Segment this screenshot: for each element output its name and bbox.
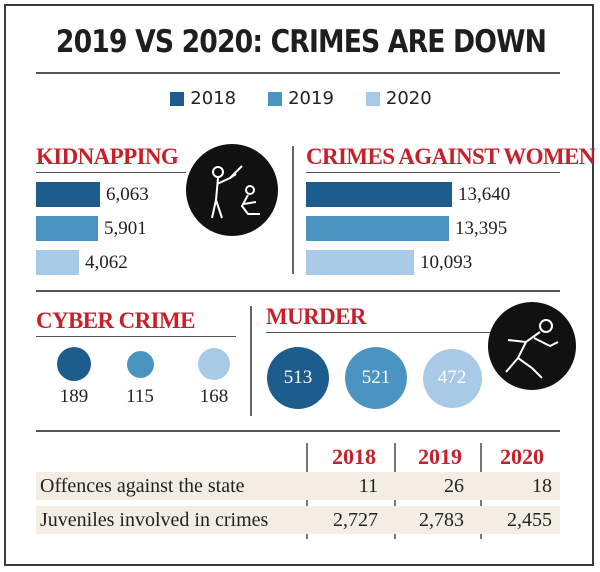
table-cell: 18	[532, 475, 552, 497]
women-bar-2020	[306, 250, 414, 275]
legend-item-2018: 2018	[170, 88, 236, 109]
women-bar-label: 13,640	[458, 184, 511, 205]
cyber-title: CYBER CRIME	[36, 308, 195, 333]
cyber-circle-2018	[57, 347, 91, 381]
murder-circle-2020: 472	[422, 348, 482, 408]
page-title: 2019 VS 2020: CRIMES ARE DOWN	[55, 24, 547, 60]
women-bar-2018	[306, 182, 452, 207]
cyber-circle-2019	[126, 350, 154, 378]
table-cell: 2,455	[507, 509, 552, 531]
women-bar-label: 10,093	[420, 252, 473, 273]
kidnapping-bar-label: 6,063	[106, 184, 149, 205]
murder-underline	[266, 332, 490, 333]
women-bar-2019	[306, 216, 449, 241]
murder-circle-2019: 521	[345, 347, 407, 409]
mid-divider	[36, 290, 560, 292]
body-outline-icon	[488, 302, 576, 390]
infographic-frame: 2019 VS 2020: CRIMES ARE DOWN 2018 2019 …	[4, 4, 596, 566]
table-cell: 2,783	[419, 509, 464, 531]
kidnapping-underline	[36, 172, 186, 173]
legend-swatch	[170, 91, 185, 106]
murder-title: MURDER	[266, 304, 366, 329]
murder-circle-2018: 513	[267, 347, 329, 409]
legend-swatch	[268, 91, 283, 106]
kidnapping-title: KIDNAPPING	[36, 144, 179, 169]
table-divider	[36, 430, 560, 432]
cyber-circle-2020	[198, 348, 230, 380]
women-title: CRIMES AGAINST WOMEN	[306, 144, 595, 169]
section-divider	[292, 146, 294, 274]
kidnapping-bar-2020	[36, 250, 79, 275]
kidnapping-bar-2019	[36, 216, 98, 241]
cyber-value-label: 115	[126, 386, 154, 407]
kidnapping-bar-2018	[36, 182, 100, 207]
cyber-underline	[36, 336, 236, 337]
table-row	[36, 472, 560, 500]
kidnapping-bar-label: 4,062	[85, 252, 128, 273]
table-cell: 11	[358, 475, 378, 497]
row-label-offences: Offences against the state	[40, 475, 245, 497]
cyber-value-label: 168	[199, 386, 229, 407]
kidnapping-icon	[186, 144, 278, 236]
legend-item-2020: 2020	[365, 88, 432, 109]
row-label-juveniles: Juveniles involved in crimes	[40, 509, 269, 531]
table-header-2018: 2018	[332, 444, 376, 469]
table-row	[36, 506, 560, 534]
women-underline	[306, 172, 560, 173]
table-header-2019: 2019	[418, 444, 462, 469]
kidnapping-bar-label: 5,901	[104, 218, 147, 239]
table-header-2020: 2020	[500, 444, 544, 469]
legend-item-2019: 2019	[268, 88, 334, 109]
legend: 2018 2019 2020	[6, 88, 596, 109]
table-cell: 2,727	[333, 509, 378, 531]
cyber-value-label: 189	[59, 386, 89, 407]
title-divider	[36, 72, 560, 74]
table-cell: 26	[444, 475, 464, 497]
section-divider	[250, 306, 252, 416]
legend-swatch	[365, 91, 380, 106]
women-bar-label: 13,395	[455, 218, 508, 239]
